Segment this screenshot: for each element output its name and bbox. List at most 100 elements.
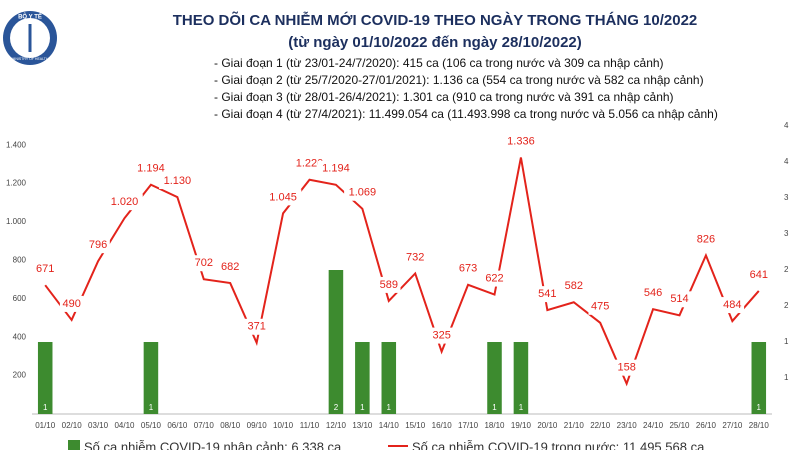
x-tick-label: 06/10 [167,421,188,430]
y2-tick-label: 4 [784,157,789,166]
x-tick-label: 05/10 [141,421,162,430]
bar [381,342,397,414]
logo: BỘ Y TẾ MINISTRY OF HEALTH [3,11,57,65]
x-tick-label: 09/10 [247,421,268,430]
label-bg [244,318,269,335]
label-bg [562,278,586,295]
data-label: 582 [565,280,583,292]
label-bg [694,231,718,248]
note: - Giai đoạn 2 (từ 25/7/2020-27/01/2021):… [214,73,704,87]
x-tick-label: 07/10 [194,421,215,430]
bar-label: 1 [519,403,524,412]
x-tick-label: 04/10 [114,421,135,430]
x-tick-label: 18/10 [484,421,505,430]
label-bg [588,298,612,315]
x-tick-label: 23/10 [617,421,638,430]
data-label: 1.045 [269,191,297,203]
data-label: 490 [62,298,80,310]
x-tick-label: 10/10 [273,421,294,430]
label-bg [218,259,242,276]
label-bg [535,286,560,303]
data-label: 541 [538,288,556,300]
data-label: 1.130 [164,175,192,187]
x-tick-label: 12/10 [326,421,347,430]
data-label: 371 [247,321,265,333]
x-tick-label: 22/10 [590,421,611,430]
bar [328,270,344,414]
x-tick-label: 25/10 [669,421,690,430]
label-bg [429,327,454,344]
label-bg [720,297,745,314]
x-tick-label: 19/10 [511,421,532,430]
label-bg [159,173,196,190]
y-tick-label: 1.200 [6,179,27,188]
data-label: 158 [617,362,635,374]
logo-bottom: MINISTRY OF HEALTH [12,57,49,61]
logo-top: BỘ Y TẾ [18,13,42,21]
bar-label: 1 [757,403,762,412]
label-bg [403,249,427,266]
bar [355,342,370,414]
x-tick-label: 02/10 [62,421,83,430]
label-bg [264,189,302,206]
data-label: 671 [36,263,54,275]
y-tick-label: 200 [13,371,27,380]
data-label: 796 [89,239,107,251]
label-bg [747,266,771,283]
y2-tick-label: 3 [784,193,789,202]
data-label: 641 [750,269,768,281]
data-label: 1.220 [296,158,324,170]
x-tick-label: 21/10 [564,421,585,430]
label-bg [502,133,540,150]
chart-title: THEO DÕI CA NHIỄM MỚI COVID-19 THEO NGÀY… [173,11,698,29]
label-bg [59,295,84,312]
label-bg [377,276,401,293]
label-bg [106,194,143,211]
y-tick-label: 800 [13,256,27,265]
label-bg [33,261,57,278]
bar [37,342,53,414]
y-tick-label: 400 [13,332,27,341]
x-tick-label: 13/10 [352,421,373,430]
bar-label: 1 [149,403,154,412]
y2-tick-label: 2 [784,301,789,310]
data-label: 514 [670,293,688,305]
x-tick-label: 11/10 [300,421,320,430]
data-label: 732 [406,251,424,263]
bar-label: 1 [492,403,497,412]
label-bg [667,291,692,308]
bar [143,342,159,414]
data-label: 1.069 [349,187,377,199]
x-tick-label: 24/10 [643,421,664,430]
legend-swatch [68,440,80,450]
label-bg [641,285,665,302]
label-bg [132,160,170,177]
data-label: 702 [195,257,213,269]
label-bg [614,359,639,376]
chart-subtitle: (từ ngày 01/10/2022 đến ngày 28/10/2022) [288,34,582,51]
x-tick-label: 08/10 [220,421,241,430]
data-label: 475 [591,301,609,313]
bar [513,342,529,414]
data-label: 484 [723,299,741,311]
data-label: 682 [221,261,239,273]
x-tick-label: 26/10 [696,421,717,430]
data-label: 1.194 [137,163,165,175]
note: - Giai đoạn 1 (từ 23/01-24/7/2020): 415 … [214,56,664,70]
x-tick-label: 15/10 [405,421,426,430]
label-bg [482,270,507,287]
label-bg [86,237,110,254]
legend-label: Số ca nhiễm COVID-19 nhập cảnh: 6.338 ca [84,439,342,450]
data-label: 1.194 [322,163,350,175]
y2-tick-label: 2 [784,265,789,274]
label-bg [344,184,381,201]
bar [487,342,502,414]
x-tick-label: 28/10 [749,421,770,430]
bar-label: 1 [387,403,392,412]
y2-tick-label: 3 [784,229,789,238]
line [44,157,760,387]
data-label: 826 [697,233,715,245]
bar-label: 2 [334,403,339,412]
